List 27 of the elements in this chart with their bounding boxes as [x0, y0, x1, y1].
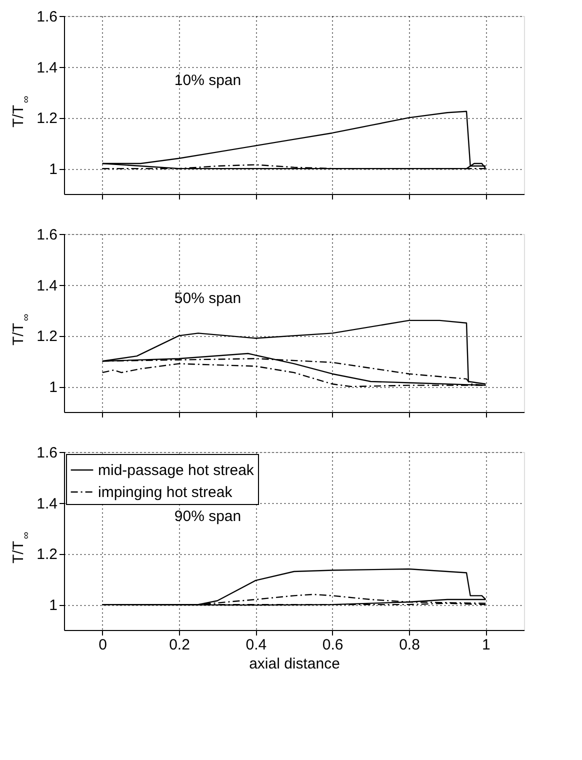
y-axis-title: T/T∞	[10, 532, 32, 564]
x-tick-label: 0.4	[246, 636, 267, 654]
y-tick-label: 1.2	[36, 546, 58, 564]
y-tick-label: 1.2	[36, 328, 58, 346]
x-tick-label: 1	[482, 636, 490, 654]
x-tick-label: 0.2	[169, 636, 190, 654]
annotation: 50% span	[174, 290, 242, 308]
y-tick-label: 1	[49, 379, 58, 396]
y-tick-label: 1.2	[36, 110, 58, 128]
x-tick-label: 0.6	[322, 636, 344, 654]
annotation: 90% span	[174, 508, 242, 526]
legend-label: mid-passage hot streak	[98, 462, 254, 479]
y-axis-title: T/T∞	[10, 96, 32, 128]
y-tick-label: 1.4	[36, 277, 58, 294]
y-tick-label: 1.6	[36, 444, 58, 462]
y-axis-title: T/T∞	[10, 314, 32, 346]
y-tick-label: 1	[49, 597, 58, 614]
y-tick-label: 1.4	[36, 59, 58, 76]
y-tick-label: 1	[49, 161, 58, 178]
y-tick-label: 1.4	[36, 495, 58, 512]
y-tick-label: 1.6	[36, 8, 58, 26]
x-axis-title: axial distance	[249, 656, 340, 672]
annotation: 10% span	[174, 72, 242, 90]
x-tick-label: 0.8	[399, 636, 420, 654]
legend-label: impinging hot streak	[98, 484, 233, 501]
y-tick-label: 1.6	[36, 226, 58, 244]
x-tick-label: 0	[98, 636, 108, 654]
